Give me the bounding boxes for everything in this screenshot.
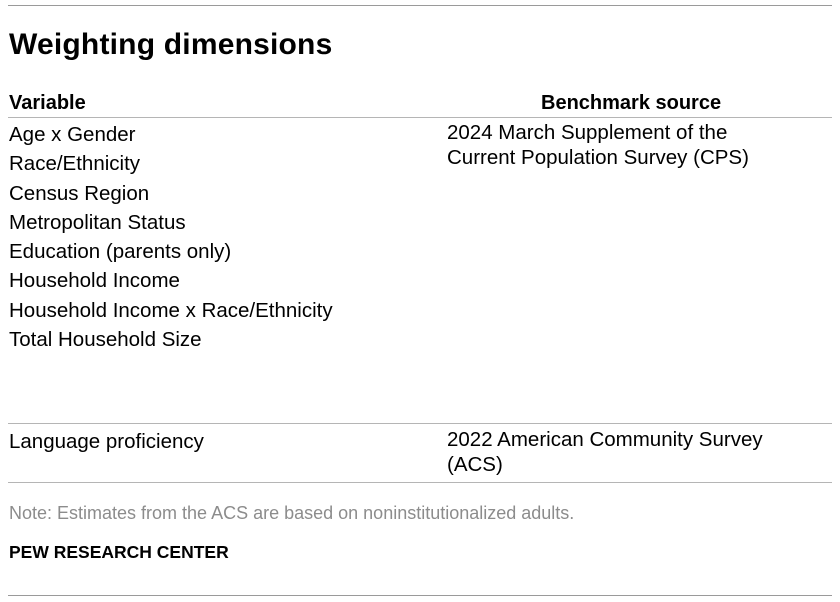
top-rule — [8, 5, 832, 6]
variable-item: Language proficiency — [9, 430, 204, 453]
column-header-benchmark-source: Benchmark source — [541, 92, 722, 114]
variable-item: Education (parents only) — [9, 240, 232, 264]
variable-item: Race/Ethnicity — [9, 152, 141, 176]
header-divider — [8, 117, 832, 118]
table-note: Note: Estimates from the ACS are based o… — [9, 503, 575, 523]
variable-item: Household Income — [9, 269, 180, 293]
variable-item: Census Region — [9, 181, 150, 205]
variable-item: Household Income x Race/Ethnicity — [9, 298, 333, 322]
column-header-variable: Variable — [9, 92, 86, 114]
source-line: 2022 American Community Survey — [447, 428, 763, 451]
benchmark-source-cell: 2024 March Supplement of the Current Pop… — [447, 120, 749, 170]
source-line: Current Population Survey (CPS) — [447, 146, 749, 169]
benchmark-source-cell: 2022 American Community Survey (ACS) — [447, 427, 763, 477]
bottom-rule — [8, 595, 832, 596]
variable-list: Language proficiency — [9, 427, 204, 456]
table-bottom-divider — [8, 482, 832, 483]
source-line: 2024 March Supplement of the — [447, 121, 728, 144]
row-divider — [8, 423, 832, 424]
variable-item: Metropolitan Status — [9, 210, 186, 234]
source-credit: PEW RESEARCH CENTER — [9, 542, 229, 562]
page-title: Weighting dimensions — [9, 28, 333, 61]
source-line: (ACS) — [447, 453, 503, 476]
variable-item: Age x Gender — [9, 123, 136, 146]
variable-list: Age x Gender Race/Ethnicity Census Regio… — [9, 120, 333, 354]
variable-item: Total Household Size — [9, 328, 202, 352]
